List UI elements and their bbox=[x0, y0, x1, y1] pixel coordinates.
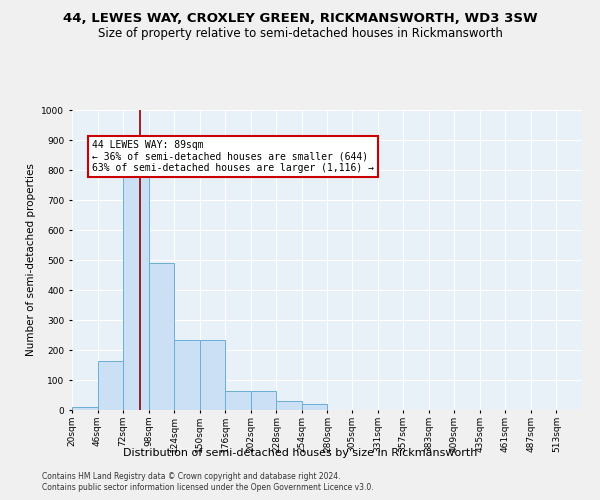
Bar bbox=[302, 404, 328, 410]
Text: Contains HM Land Registry data © Crown copyright and database right 2024.: Contains HM Land Registry data © Crown c… bbox=[42, 472, 341, 481]
Bar bbox=[277, 401, 302, 410]
Bar bbox=[98, 360, 123, 410]
Bar bbox=[149, 263, 174, 410]
Bar bbox=[251, 390, 277, 410]
Text: 44 LEWES WAY: 89sqm
← 36% of semi-detached houses are smaller (644)
63% of semi-: 44 LEWES WAY: 89sqm ← 36% of semi-detach… bbox=[92, 140, 374, 173]
Text: Distribution of semi-detached houses by size in Rickmansworth: Distribution of semi-detached houses by … bbox=[123, 448, 477, 458]
Bar bbox=[72, 407, 98, 410]
Bar bbox=[200, 340, 225, 410]
Text: Size of property relative to semi-detached houses in Rickmansworth: Size of property relative to semi-detach… bbox=[98, 28, 502, 40]
Text: Contains public sector information licensed under the Open Government Licence v3: Contains public sector information licen… bbox=[42, 484, 374, 492]
Y-axis label: Number of semi-detached properties: Number of semi-detached properties bbox=[26, 164, 36, 356]
Bar bbox=[174, 340, 200, 410]
Text: 44, LEWES WAY, CROXLEY GREEN, RICKMANSWORTH, WD3 3SW: 44, LEWES WAY, CROXLEY GREEN, RICKMANSWO… bbox=[62, 12, 538, 26]
Bar bbox=[225, 390, 251, 410]
Bar bbox=[123, 176, 149, 410]
